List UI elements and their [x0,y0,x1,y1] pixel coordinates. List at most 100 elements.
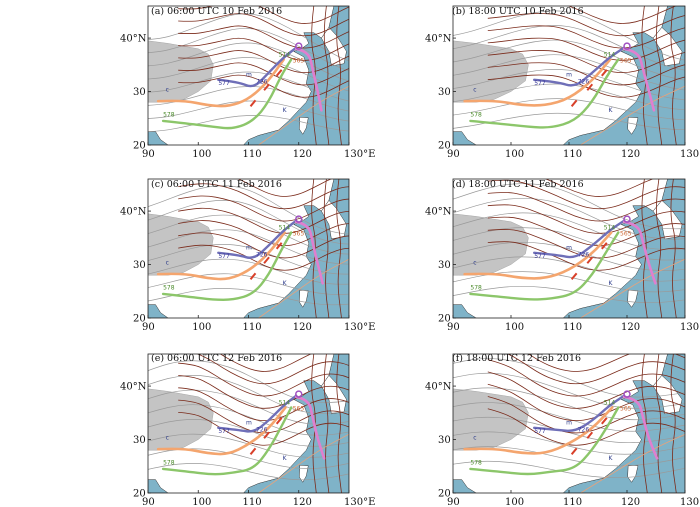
label-578: 578 [470,460,482,467]
red-marker [586,256,594,264]
label-514: 514 [279,399,291,406]
panel-e-map: c m K 577 514 726 565 578 90 100 110 120 130°E 40°N 30… [120,353,375,507]
height-contour-line [148,273,349,295]
y-tick-label: 20 [133,489,146,500]
temperature-contour-line [641,354,648,493]
height-contour-line [453,460,685,479]
taiwan-land [299,116,309,135]
tibetan-plateau [453,40,529,103]
pink-line [294,220,324,285]
temperature-contour-line [178,244,349,271]
panel-a-map: c m K 577 514 726 565 578 90 100 110 120 130°E 40°N 30… [120,5,375,160]
height-contour-line [148,389,349,425]
height-contour-line [453,25,685,71]
panel-e-title: (e) 06:00 UTC 12 Feb 2016 [151,353,282,364]
y-tick-label: 30 [438,260,451,271]
height-contour-line [453,358,685,398]
blue-trough-line [217,394,298,433]
label-K: K [608,107,613,114]
red-marker [586,431,594,439]
label-726: 726 [256,79,268,86]
x-tick-label: 110 [563,322,582,333]
korea-land [321,27,347,67]
label-K: K [283,280,288,287]
height-contour-line [453,183,685,230]
y-tick-label: 20 [133,141,146,152]
temperature-contours [178,354,349,493]
label-m: m [246,72,252,79]
y-tick-label: 40°N [120,382,147,393]
temperature-contour-line [656,6,663,145]
temperature-contour-line [336,179,342,318]
height-contour-line [453,241,685,271]
height-contours [148,13,349,133]
map-area: c m K 577 514 726 565 578 [148,354,349,493]
panel-b: c m K 577 514 726 565 578 90 100 110 120 130°E 40°N 30… [350,0,700,169]
x-tick-label: 120 [293,322,312,333]
label-514: 514 [279,224,291,231]
temperature-contour-line [487,6,677,24]
label-514: 514 [604,51,616,58]
label-K: K [283,455,288,462]
x-tick-label: 130°E [344,322,375,333]
temperature-contour-line [487,179,685,210]
y-tick-label: 30 [438,87,451,98]
x-tick-label: 120 [621,149,640,160]
panel-c-title: (c) 06:00 UTC 11 Feb 2016 [151,179,282,190]
pink-line [294,395,326,460]
x-tick-label: 90 [142,322,155,333]
label-c: c [473,260,476,267]
label-577: 577 [218,253,230,260]
temperature-contour-line [323,354,330,493]
y-tick-label: 20 [133,314,146,325]
temperature-contour-line [178,412,349,446]
temperature-contour-line [196,354,349,385]
height-contour-line [453,112,685,131]
temperature-contour-line [487,74,685,98]
korea-land [321,375,347,415]
label-565: 565 [293,406,305,413]
x-tick-label: 90 [447,149,460,160]
panel-a-title: (a) 06:00 UTC 10 Feb 2016 [151,6,282,17]
orange-trough-line [156,58,285,108]
red-marker [263,431,270,439]
x-tick-label: 110 [243,322,262,333]
red-marker [275,69,283,77]
label-c: c [166,87,169,94]
height-contour-line [148,214,349,255]
purple-marker [295,42,303,50]
x-tick-label: 100 [192,149,211,160]
orange-trough-line [463,406,614,455]
temperature-contour-line [544,179,654,197]
label-577: 577 [218,428,230,435]
label-565: 565 [293,58,305,65]
height-contour-line [453,68,685,101]
taiwan-land [299,289,309,308]
red-marker [601,417,608,425]
label-726: 726 [578,427,590,434]
x-tick-label: 130°E [680,322,700,333]
blue-trough-line [217,219,298,259]
temperature-contour-line [219,354,312,372]
temperature-contour-line [323,179,330,318]
x-tick-label: 120 [293,149,312,160]
height-contour-line [148,200,349,245]
x-tick-label: 120 [621,322,640,333]
orange-trough-line [463,58,612,107]
height-contour-line [453,285,685,304]
temperature-contour-line [178,6,349,24]
red-marker [249,99,257,107]
height-contour-line [453,387,685,421]
label-565: 565 [620,58,632,65]
x-tick-label: 90 [447,497,460,507]
label-577: 577 [534,253,546,260]
purple-marker [295,215,303,223]
label-514: 514 [604,399,616,406]
orange-trough-line [463,231,613,280]
y-tick-label: 40°N [425,382,452,393]
green-front-line [469,231,620,301]
pink-line [622,47,656,112]
red-marker [249,447,257,455]
purple-marker [623,215,631,223]
korea-land [652,375,683,415]
